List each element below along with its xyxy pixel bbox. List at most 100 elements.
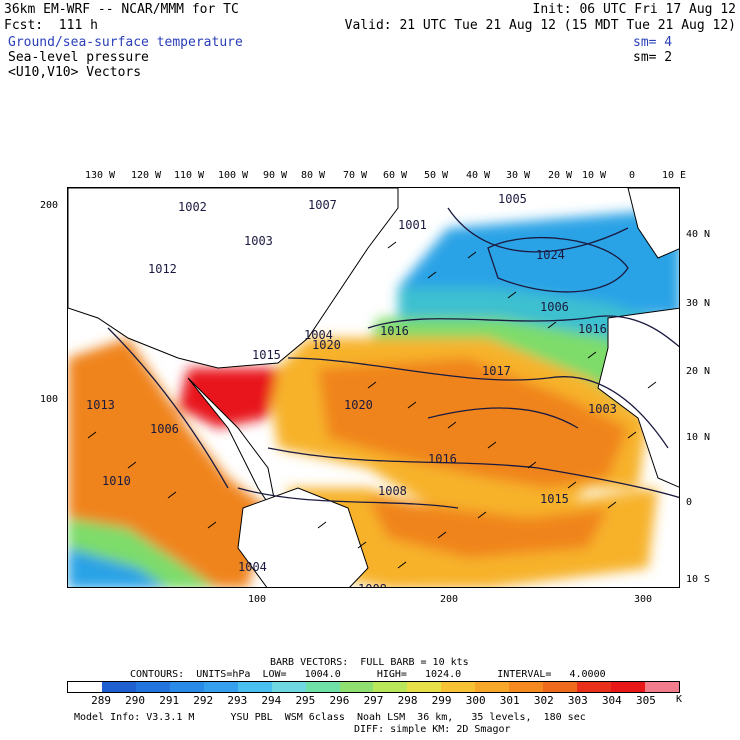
field-slp-label: Sea-level pressure bbox=[8, 50, 149, 65]
latitude-label: 30 N bbox=[686, 298, 711, 309]
longitude-label: 20 W bbox=[547, 170, 573, 181]
latitude-label: 0 bbox=[686, 497, 693, 508]
pressure-label: 1017 bbox=[482, 364, 511, 378]
longitude-label: 40 W bbox=[465, 170, 491, 181]
colorbar-swatch bbox=[407, 682, 442, 692]
pressure-label: 1012 bbox=[148, 262, 177, 276]
colorbar-tick-label: 299 bbox=[431, 694, 452, 707]
colorbar-unit: K bbox=[676, 694, 683, 705]
colorbar-swatch bbox=[644, 682, 679, 692]
latitude-label: 20 N bbox=[686, 366, 711, 377]
colorbar-tick-label: 292 bbox=[193, 694, 214, 707]
wind-barbs bbox=[87, 241, 657, 569]
field-slp-sm: sm= 2 bbox=[633, 50, 673, 65]
colorbar-swatch bbox=[101, 682, 136, 692]
colorbar-swatch bbox=[68, 682, 102, 692]
pressure-label: 1005 bbox=[498, 192, 527, 206]
pressure-label: 1016 bbox=[428, 452, 457, 466]
colorbar-swatch bbox=[611, 682, 645, 692]
pressure-label: 1013 bbox=[86, 398, 115, 412]
longitude-label: 30 W bbox=[505, 170, 531, 181]
weather-map: 1002 1007 1001 1005 1003 1012 1024 1006 1016 1016… bbox=[67, 187, 680, 588]
colorbar-swatch bbox=[135, 682, 170, 692]
pressure-label: 1016 bbox=[380, 324, 409, 338]
colorbar-swatch bbox=[543, 682, 578, 692]
contours-info: CONTOURS: UNITS=hPa LOW= 1004.0 HIGH= 10… bbox=[130, 669, 606, 680]
longitude-label: 10 E bbox=[661, 170, 687, 181]
left-axis-label-100: 100 bbox=[40, 394, 59, 405]
pressure-label: 1002 bbox=[178, 200, 207, 214]
longitude-label: 130 W bbox=[84, 170, 116, 181]
colorbar-swatch bbox=[203, 682, 238, 692]
forecast-hour: Fcst: 111 h bbox=[4, 18, 98, 33]
longitude-label: 70 W bbox=[342, 170, 368, 181]
colorbar-tick-label: 294 bbox=[261, 694, 282, 707]
pressure-label: 1024 bbox=[536, 248, 565, 262]
colorbar-tick-label: 296 bbox=[329, 694, 350, 707]
colorbar-swatch bbox=[577, 682, 611, 692]
pressure-label: 1015 bbox=[252, 348, 281, 362]
longitude-label: 100 W bbox=[217, 170, 249, 181]
colorbar-tick-label: 289 bbox=[91, 694, 111, 707]
sst-field bbox=[68, 208, 679, 587]
colorbar-tick-label: 290 bbox=[125, 694, 146, 707]
latitude-label: 40 N bbox=[686, 229, 711, 240]
longitude-label: 80 W bbox=[300, 170, 326, 181]
colorbar-tick-label: 301 bbox=[499, 694, 520, 707]
temperature-colorbar bbox=[67, 681, 680, 693]
pressure-label: 1006 bbox=[150, 422, 179, 436]
barb-vectors-info: BARB VECTORS: FULL BARB = 10 kts bbox=[270, 657, 469, 668]
init-time: Init: 06 UTC Fri 17 Aug 12 bbox=[532, 2, 737, 17]
pressure-label: 1007 bbox=[308, 198, 337, 212]
bottom-axis-label-100: 100 bbox=[248, 594, 267, 605]
longitude-label: 50 W bbox=[423, 170, 449, 181]
colorbar-tick-label: 297 bbox=[363, 694, 384, 707]
valid-time: Valid: 21 UTC Tue 21 Aug 12 (15 MDT Tue … bbox=[344, 18, 736, 33]
pressure-label: 1010 bbox=[102, 474, 131, 488]
map-graphic bbox=[68, 188, 679, 587]
colorbar-tick-label: 304 bbox=[601, 694, 622, 707]
pressure-label: 1001 bbox=[398, 218, 427, 232]
pressure-label: 1020 bbox=[312, 338, 341, 352]
colorbar-swatch bbox=[305, 682, 340, 692]
longitude-label: 110 W bbox=[173, 170, 205, 181]
colorbar-swatch bbox=[169, 682, 204, 692]
colorbar-swatch bbox=[475, 682, 510, 692]
colorbar-labels: 289 290 291 292 293 294 295 296 297 298 299 300 301 3… bbox=[67, 694, 680, 707]
pressure-label: 1006 bbox=[540, 300, 569, 314]
longitude-label: 60 W bbox=[382, 170, 408, 181]
land-masses bbox=[68, 188, 679, 587]
pressure-label: 1003 bbox=[244, 234, 273, 248]
latitude-label: 10 N bbox=[686, 432, 711, 443]
colorbar-tick-label: 305 bbox=[636, 694, 656, 707]
pressure-label: 1016 bbox=[578, 322, 607, 336]
colorbar-tick-label: 303 bbox=[567, 694, 588, 707]
field-sst-sm: sm= 4 bbox=[633, 35, 673, 50]
longitude-label: 90 W bbox=[262, 170, 288, 181]
pressure-label: 1004 bbox=[238, 560, 267, 574]
longitude-label: 10 W bbox=[581, 170, 607, 181]
bottom-axis-label-200: 200 bbox=[440, 594, 459, 605]
longitude-label: 120 W bbox=[130, 170, 162, 181]
colorbar-swatch bbox=[237, 682, 272, 692]
pressure-label: 1020 bbox=[344, 398, 373, 412]
colorbar-tick-label: 295 bbox=[295, 694, 316, 707]
latitude-label: 10 S bbox=[686, 574, 711, 585]
pressure-label: 1004 bbox=[304, 328, 333, 342]
colorbar-swatch bbox=[373, 682, 408, 692]
left-axis-label-200: 200 bbox=[40, 200, 59, 211]
colorbar-tick-label: 300 bbox=[465, 694, 486, 707]
colorbar-swatch bbox=[509, 682, 544, 692]
model-title: 36km EM-WRF -- NCAR/MMM for TC bbox=[4, 2, 239, 17]
colorbar-tick-label: 293 bbox=[227, 694, 248, 707]
colorbar-swatch bbox=[441, 682, 476, 692]
colorbar-swatch bbox=[271, 682, 306, 692]
longitude-label: 0 bbox=[628, 170, 636, 181]
colorbar-swatch bbox=[339, 682, 374, 692]
bottom-axis-label-300: 300 bbox=[634, 594, 653, 605]
field-wind-label: <U10,V10> Vectors bbox=[8, 65, 142, 80]
colorbar-tick-label: 291 bbox=[159, 694, 180, 707]
model-info-2: DIFF: simple KM: 2D Smagor bbox=[354, 724, 511, 735]
pressure-label: 1008 bbox=[358, 583, 387, 587]
pressure-label: 1015 bbox=[540, 492, 569, 506]
